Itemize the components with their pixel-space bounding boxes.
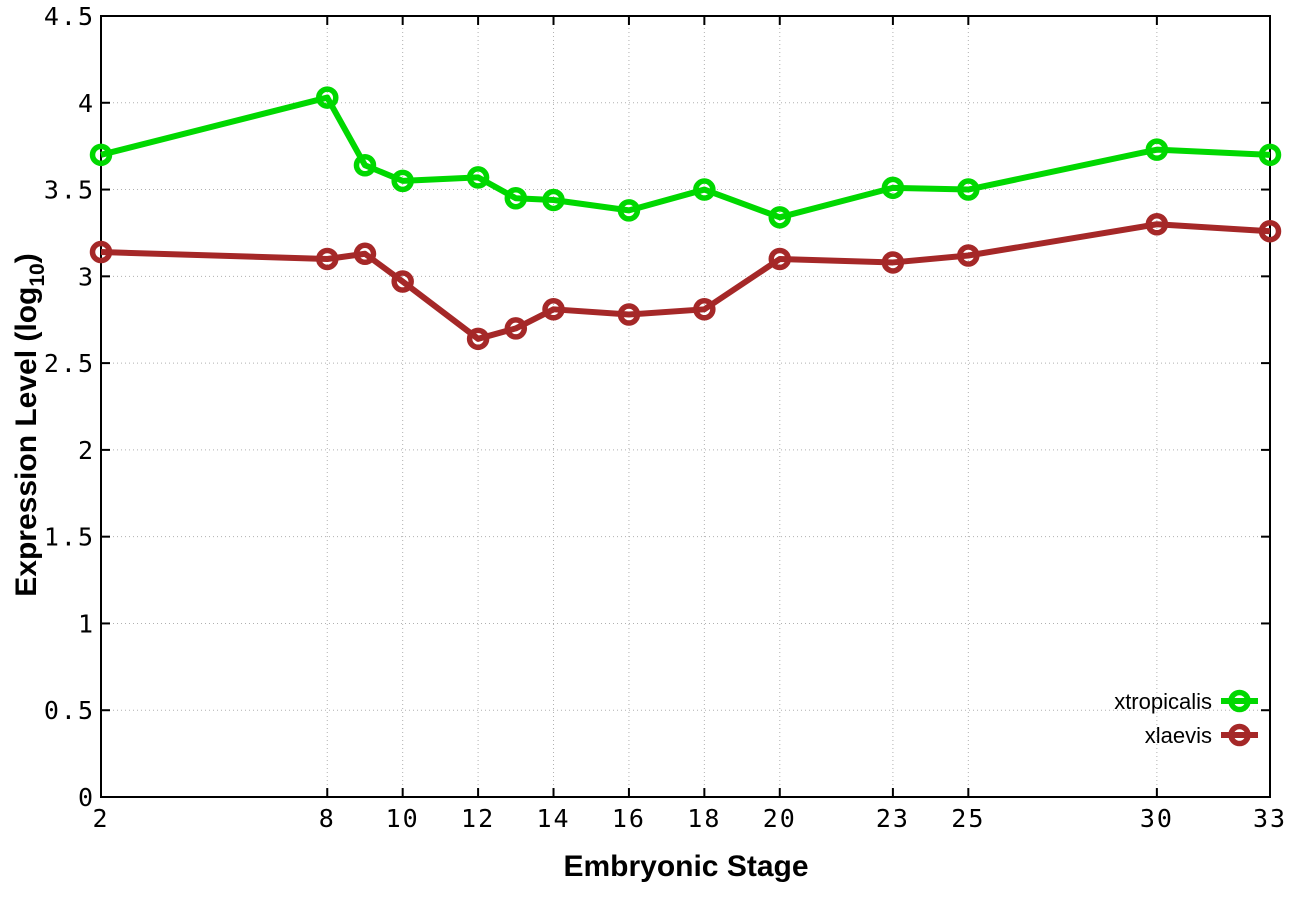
legend-label-xlaevis: xlaevis xyxy=(1145,723,1212,748)
x-tick-label: 20 xyxy=(763,804,797,833)
series-xtropicalis xyxy=(89,86,1282,229)
x-axis-title: Embryonic Stage xyxy=(563,850,808,883)
data-point-xlaevis xyxy=(466,327,490,351)
data-point-xlaevis xyxy=(693,298,716,321)
x-tick-label: 33 xyxy=(1253,804,1287,833)
x-tick-label: 16 xyxy=(612,804,646,833)
legend-label-xtropicalis: xtropicalis xyxy=(1114,689,1212,714)
data-point-xtropicalis xyxy=(504,186,528,210)
legend-marker-xlaevis xyxy=(1228,723,1251,747)
y-tick-label: 2 xyxy=(78,436,95,465)
y-tick-label: 1 xyxy=(78,609,95,638)
y-tick-label: 3 xyxy=(78,262,95,291)
x-tick-label: 30 xyxy=(1140,804,1174,833)
data-point-xlaevis xyxy=(1145,213,1169,236)
data-point-xtropicalis xyxy=(353,154,377,177)
data-point-xlaevis xyxy=(504,317,528,340)
data-point-xtropicalis xyxy=(1145,138,1169,161)
data-point-xlaevis xyxy=(768,247,792,271)
data-point-xtropicalis xyxy=(316,86,339,109)
series-plot-area xyxy=(89,86,1282,351)
x-tick-label: 18 xyxy=(687,804,721,833)
data-point-xtropicalis xyxy=(957,178,980,201)
x-tick-label: 8 xyxy=(319,804,336,833)
series-line-xlaevis xyxy=(100,221,1271,342)
plot-border xyxy=(100,15,1271,798)
legend-marker-xtropicalis xyxy=(1228,689,1251,713)
data-point-xtropicalis xyxy=(693,178,716,201)
data-point-xtropicalis xyxy=(617,199,641,222)
y-tick-labels: 0 0.5 1 1.5 2 2.5 3 3.5 4 4.5 xyxy=(44,2,95,812)
series-xlaevis xyxy=(89,213,1282,351)
y-tick-label: 0 xyxy=(78,783,95,812)
x-tick-label: 23 xyxy=(876,804,910,833)
y-tick-label: 3.5 xyxy=(44,176,95,205)
data-point-xlaevis xyxy=(1258,219,1282,243)
data-point-xlaevis xyxy=(542,298,565,321)
x-tick-label: 10 xyxy=(386,804,420,833)
data-point-xlaevis xyxy=(353,242,377,266)
x-tick-label: 14 xyxy=(536,804,570,833)
series-line-xtropicalis xyxy=(100,94,1271,221)
x-tick-label: 25 xyxy=(951,804,985,833)
x-tick-labels: 2 8 10 12 14 16 18 20 23 25 30 33 xyxy=(92,804,1287,833)
y-tick-label: 4.5 xyxy=(44,2,95,31)
plot-border-rect xyxy=(100,15,1271,798)
data-point-xtropicalis xyxy=(466,166,490,189)
y-axis-title: Expression Level (log10) xyxy=(10,253,49,596)
data-point-xtropicalis xyxy=(881,176,905,200)
data-point-xlaevis xyxy=(391,270,414,293)
data-point-xtropicalis xyxy=(542,188,565,212)
y-tick-label: 2.5 xyxy=(44,349,95,378)
gridlines xyxy=(101,16,1270,797)
legend-entry-xtropicalis: xtropicalis xyxy=(1114,689,1258,714)
data-point-xtropicalis xyxy=(768,206,792,229)
data-point-xlaevis xyxy=(617,303,641,326)
y-tick-label: 4 xyxy=(78,89,95,118)
axis-ticks xyxy=(100,15,1271,798)
data-point-xlaevis xyxy=(881,251,905,274)
legend-entry-xlaevis: xlaevis xyxy=(1145,723,1258,748)
data-point-xtropicalis xyxy=(391,169,414,193)
data-point-xlaevis xyxy=(316,247,339,271)
data-point-xlaevis xyxy=(957,244,980,267)
x-tick-label: 12 xyxy=(461,804,495,833)
legend: xtropicalis xlaevis xyxy=(1114,689,1258,748)
data-point-xlaevis xyxy=(89,240,113,264)
y-tick-label: 0.5 xyxy=(44,696,95,725)
data-point-xtropicalis xyxy=(1258,143,1282,167)
x-tick-label: 2 xyxy=(92,804,109,833)
y-tick-label: 1.5 xyxy=(44,523,95,552)
data-point-xtropicalis xyxy=(89,143,113,167)
